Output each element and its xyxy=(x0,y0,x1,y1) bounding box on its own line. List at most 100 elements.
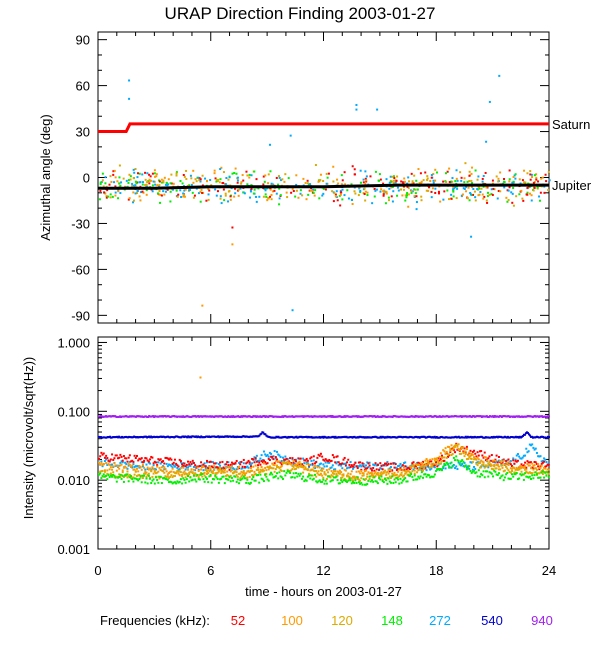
intensity-point-52 xyxy=(135,454,138,457)
intensity-point-148 xyxy=(130,475,133,478)
intensity-point-940 xyxy=(547,415,550,418)
intensity-point-120 xyxy=(168,477,171,480)
angle-point-148 xyxy=(318,197,321,200)
intensity-point-940 xyxy=(441,415,444,418)
intensity-point-540 xyxy=(293,436,296,439)
intensity-point-940 xyxy=(377,415,380,418)
intensity-point-120 xyxy=(185,473,188,476)
intensity-point-272 xyxy=(240,467,243,470)
intensity-point-120 xyxy=(414,466,417,469)
intensity-point-120 xyxy=(525,470,528,473)
intensity-point-100 xyxy=(267,466,270,469)
intensity-point-940 xyxy=(307,415,310,418)
intensity-point-120 xyxy=(538,472,541,475)
intensity-point-52 xyxy=(305,457,308,460)
intensity-point-540 xyxy=(249,435,252,438)
intensity-point-148 xyxy=(267,479,270,482)
intensity-point-52 xyxy=(356,467,359,470)
intensity-point-52 xyxy=(455,442,458,445)
intensity-point-540 xyxy=(321,435,324,438)
intensity-point-52 xyxy=(329,460,332,463)
intensity-point-940 xyxy=(329,415,332,418)
intensity-point-100 xyxy=(318,466,321,469)
intensity-point-272 xyxy=(368,461,371,464)
angle-point-52 xyxy=(537,180,540,183)
intensity-point-940 xyxy=(120,416,123,419)
intensity-point-940 xyxy=(213,415,216,418)
angle-point-120 xyxy=(364,199,367,202)
angle-point-120 xyxy=(413,174,416,177)
intensity-point-940 xyxy=(231,415,234,418)
intensity-point-120 xyxy=(293,468,296,471)
intensity-point-100 xyxy=(217,468,220,471)
angle-point-100 xyxy=(114,194,117,197)
intensity-point-272 xyxy=(432,465,435,468)
intensity-point-272 xyxy=(482,464,485,467)
intensity-point-120 xyxy=(515,468,518,471)
intensity-point-120 xyxy=(323,472,326,475)
intensity-point-100 xyxy=(500,461,503,464)
intensity-point-540 xyxy=(329,436,332,439)
intensity-point-272 xyxy=(120,460,123,463)
intensity-point-120 xyxy=(361,474,364,477)
intensity-point-100 xyxy=(159,468,162,471)
intensity-point-272 xyxy=(448,466,451,469)
intensity-point-100 xyxy=(170,470,173,473)
intensity-point-272 xyxy=(251,462,254,465)
intensity-point-540 xyxy=(357,436,360,439)
intensity-point-540 xyxy=(530,435,533,438)
intensity-point-52 xyxy=(122,455,125,458)
intensity-point-100 xyxy=(357,470,360,473)
intensity-point-940 xyxy=(316,415,319,418)
intensity-point-540 xyxy=(170,435,173,438)
intensity-point-120 xyxy=(471,461,474,464)
intensity-point-100 xyxy=(153,469,156,472)
angle-point-148 xyxy=(391,185,394,188)
intensity-point-940 xyxy=(502,415,505,418)
intensity-point-540 xyxy=(233,436,236,439)
intensity-point-540 xyxy=(296,436,299,439)
intensity-point-940 xyxy=(337,415,340,418)
intensity-point-940 xyxy=(243,415,246,418)
angle-point-52 xyxy=(526,186,529,189)
angle-point-272 xyxy=(171,188,174,191)
intensity-point-52 xyxy=(448,454,451,457)
intensity-point-272 xyxy=(359,464,362,467)
angle-point-100 xyxy=(117,190,120,193)
angle-point-148 xyxy=(99,183,102,186)
intensity-point-148 xyxy=(112,473,115,476)
intensity-point-940 xyxy=(482,415,485,418)
intensity-point-148 xyxy=(422,476,425,479)
intensity-point-540 xyxy=(195,435,198,438)
intensity-point-272 xyxy=(329,467,332,470)
intensity-point-540 xyxy=(384,436,387,439)
intensity-point-940 xyxy=(422,416,425,419)
intensity-point-52 xyxy=(361,462,364,465)
intensity-point-100 xyxy=(359,472,362,475)
intensity-point-940 xyxy=(485,415,488,418)
intensity-point-940 xyxy=(358,415,361,418)
intensity-point-52 xyxy=(222,466,225,469)
intensity-point-120 xyxy=(513,471,516,474)
intensity-point-272 xyxy=(487,466,490,469)
intensity-point-52 xyxy=(132,460,135,463)
intensity-point-148 xyxy=(133,477,136,480)
angle-point-148 xyxy=(264,193,267,196)
intensity-point-52 xyxy=(111,453,114,456)
intensity-point-540 xyxy=(542,436,545,439)
intensity-point-120 xyxy=(206,470,209,473)
intensity-point-540 xyxy=(348,436,351,439)
intensity-point-940 xyxy=(537,415,540,418)
intensity-point-272 xyxy=(255,454,258,457)
intensity-point-272 xyxy=(381,464,384,467)
intensity-point-100 xyxy=(406,469,409,472)
angle-point-148 xyxy=(127,181,130,184)
intensity-point-540 xyxy=(448,436,451,439)
intensity-point-940 xyxy=(508,415,511,418)
intensity-point-52 xyxy=(152,462,155,465)
angle-point-52 xyxy=(341,179,344,182)
intensity-point-540 xyxy=(117,436,120,439)
intensity-point-148 xyxy=(159,475,162,478)
intensity-point-120 xyxy=(322,476,325,479)
intensity-point-148 xyxy=(319,480,322,483)
